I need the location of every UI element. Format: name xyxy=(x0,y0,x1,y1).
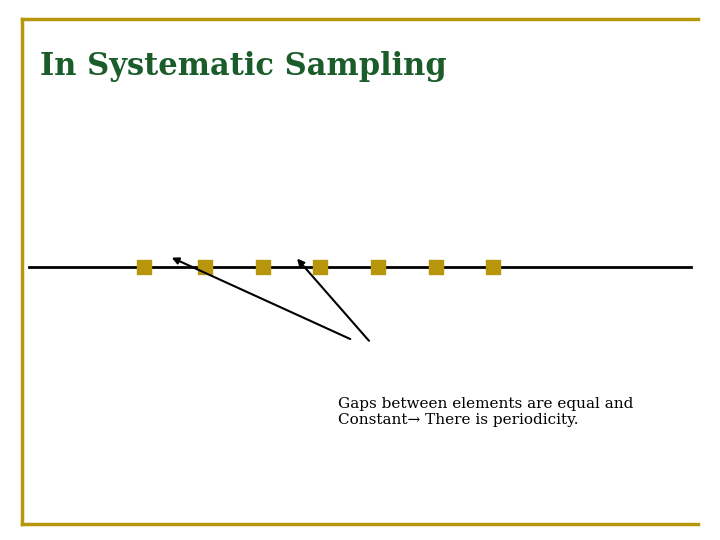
Text: In Systematic Sampling: In Systematic Sampling xyxy=(40,51,446,82)
Point xyxy=(138,263,150,272)
Point xyxy=(430,263,441,272)
Point xyxy=(257,263,269,272)
Point xyxy=(372,263,384,272)
Point xyxy=(199,263,211,272)
Point xyxy=(315,263,326,272)
Text: Gaps between elements are equal and
Constant→ There is periodicity.: Gaps between elements are equal and Cons… xyxy=(338,397,634,427)
Point xyxy=(487,263,499,272)
